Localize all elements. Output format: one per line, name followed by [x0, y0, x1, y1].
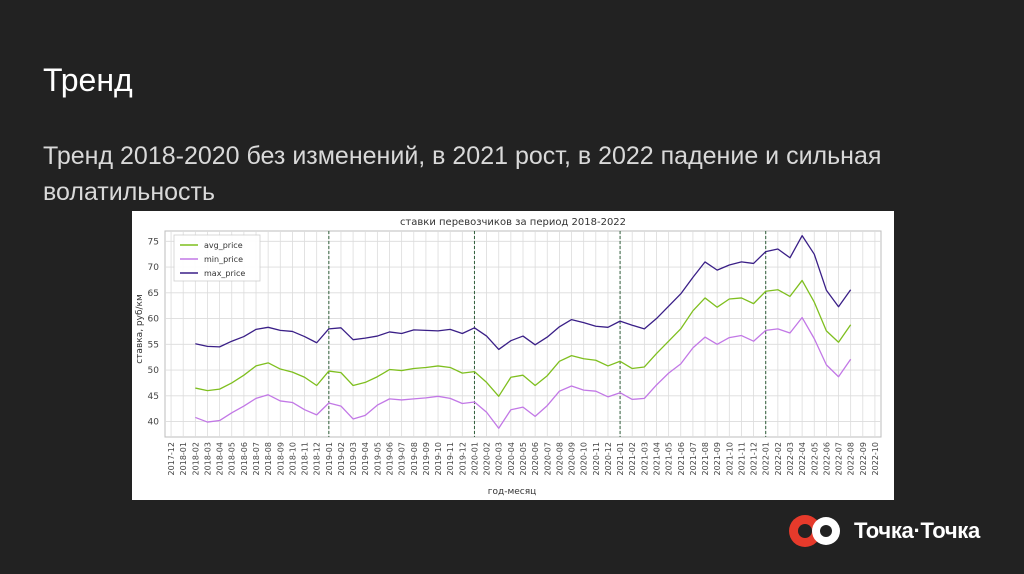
- x-tick-label: 2020-08: [555, 442, 564, 475]
- x-tick-label: 2021-08: [701, 442, 710, 475]
- x-tick-label: 2018-11: [301, 442, 310, 475]
- x-tick-label: 2020-05: [519, 442, 528, 475]
- x-tick-label: 2021-10: [725, 442, 734, 475]
- series-line-min_price: [195, 316, 852, 429]
- y-tick-label: 40: [148, 418, 160, 428]
- x-tick-label: 2018-01: [179, 442, 188, 475]
- rate-chart: ставки перевозчиков за период 2018-2022 …: [132, 211, 894, 500]
- x-tick-label: 2021-06: [677, 442, 686, 475]
- x-tick-label: 2020-11: [592, 442, 601, 475]
- x-tick-label: 2019-04: [361, 442, 370, 475]
- x-tick-label: 2018-05: [228, 442, 237, 475]
- x-tick-label: 2019-10: [434, 442, 443, 475]
- x-tick-label: 2022-08: [847, 442, 856, 475]
- x-tick-label: 2018-07: [252, 442, 261, 475]
- x-tick-label: 2019-08: [410, 442, 419, 475]
- y-tick-label: 45: [148, 392, 159, 402]
- x-tick-label: 2021-05: [665, 442, 674, 475]
- x-tick-label: 2018-04: [216, 442, 225, 475]
- x-tick-label: 2019-11: [446, 442, 455, 475]
- chart-y-axis-label: ставка, руб/км: [135, 294, 145, 364]
- x-tick-label: 2022-01: [762, 442, 771, 475]
- legend-label: max_price: [204, 269, 245, 278]
- x-tick-label: 2020-07: [543, 442, 552, 475]
- x-tick-label: 2020-01: [470, 442, 479, 475]
- x-tick-label: 2021-01: [616, 442, 625, 475]
- x-tick-label: 2019-03: [349, 442, 358, 475]
- brand-name: Точка·Точка: [854, 518, 980, 543]
- two-circles-logo-icon: [789, 515, 840, 547]
- series-line-avg_price: [195, 279, 852, 397]
- x-tick-label: 2022-07: [835, 442, 844, 475]
- x-tick-label: 2019-09: [422, 442, 431, 475]
- legend-label: min_price: [204, 255, 243, 264]
- y-tick-label: 65: [148, 289, 159, 299]
- x-tick-label: 2019-06: [386, 442, 395, 475]
- x-tick-label: 2020-09: [568, 442, 577, 475]
- x-tick-label: 2018-02: [191, 442, 200, 475]
- x-tick-label: 2019-12: [458, 442, 467, 475]
- y-tick-label: 60: [148, 315, 160, 325]
- x-tick-label: 2020-03: [495, 442, 504, 475]
- series-line-max_price: [195, 234, 852, 351]
- x-tick-label: 2019-05: [373, 442, 382, 475]
- chart-title: ставки перевозчиков за период 2018-2022: [400, 217, 626, 228]
- x-tick-label: 2020-12: [604, 442, 613, 475]
- slide-title: Тренд: [43, 62, 133, 98]
- x-tick-label: 2020-02: [483, 442, 492, 475]
- rate-chart-svg: ставки перевозчиков за период 2018-2022 …: [135, 217, 882, 497]
- x-tick-label: 2017-12: [167, 442, 176, 475]
- x-tick-label: 2019-01: [325, 442, 334, 475]
- x-tick-label: 2018-08: [264, 442, 273, 475]
- chart-x-axis-label: год-месяц: [488, 487, 537, 497]
- x-tick-label: 2018-12: [313, 442, 322, 475]
- slide-subtitle: Тренд 2018-2020 без изменений, в 2021 ро…: [43, 142, 882, 206]
- x-tick-label: 2018-03: [203, 442, 212, 475]
- x-tick-label: 2022-06: [822, 442, 831, 475]
- x-tick-label: 2021-11: [737, 442, 746, 475]
- x-tick-label: 2021-09: [713, 442, 722, 475]
- x-tick-label: 2022-03: [786, 442, 795, 475]
- legend-label: avg_price: [204, 241, 243, 250]
- x-tick-label: 2021-02: [628, 442, 637, 475]
- x-tick-label: 2020-04: [507, 442, 516, 475]
- y-tick-label: 50: [148, 366, 160, 376]
- y-tick-label: 75: [148, 237, 159, 247]
- y-tick-label: 55: [148, 340, 159, 350]
- y-tick-label: 70: [148, 263, 160, 273]
- x-tick-label: 2022-10: [871, 442, 880, 475]
- x-tick-label: 2018-10: [288, 442, 297, 475]
- x-tick-label: 2022-09: [859, 442, 868, 475]
- brand-logo: Точка·Точка: [786, 511, 980, 551]
- x-tick-label: 2018-09: [276, 442, 285, 475]
- x-tick-label: 2020-06: [531, 442, 540, 475]
- x-tick-label: 2021-04: [652, 442, 661, 475]
- x-tick-label: 2021-03: [640, 442, 649, 475]
- x-tick-label: 2022-02: [774, 442, 783, 475]
- x-tick-label: 2022-05: [810, 442, 819, 475]
- x-tick-label: 2020-10: [580, 442, 589, 475]
- x-tick-label: 2018-06: [240, 442, 249, 475]
- x-tick-label: 2022-04: [798, 442, 807, 475]
- x-tick-label: 2019-02: [337, 442, 346, 475]
- x-tick-label: 2021-12: [750, 442, 759, 475]
- x-tick-label: 2021-07: [689, 442, 698, 475]
- x-tick-label: 2019-07: [398, 442, 407, 475]
